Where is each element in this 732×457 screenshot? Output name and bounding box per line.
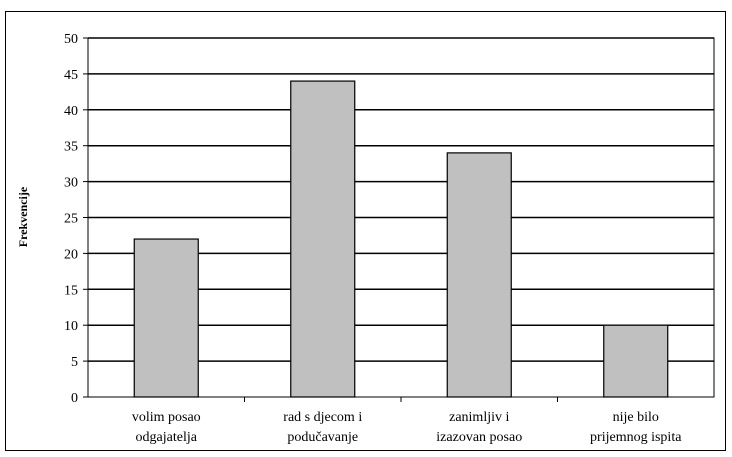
x-category-label: odgajatelja: [136, 430, 198, 445]
x-category-label: izazovan posao: [436, 430, 522, 445]
y-tick-label: 50: [64, 32, 78, 47]
bars: [133, 80, 669, 398]
y-tick-label: 25: [64, 212, 78, 227]
axes: [83, 37, 715, 402]
y-tick-label: 10: [64, 319, 78, 334]
x-category-label: prijemnog ispita: [590, 430, 682, 445]
y-tick-label: 15: [64, 283, 78, 298]
bar: [446, 152, 512, 398]
y-tick-label: 5: [71, 355, 78, 370]
y-tick-label: 45: [64, 68, 78, 83]
x-category-label: podučavanje: [287, 430, 358, 445]
x-category-label: rad s djecom i: [283, 410, 362, 425]
y-tick-label: 30: [64, 176, 78, 191]
y-tick-label: 35: [64, 140, 78, 155]
x-category-label: volim posao: [132, 410, 201, 425]
y-tick-label: 40: [64, 104, 78, 119]
x-category-label: zanimljiv i: [449, 410, 509, 425]
y-tick-labels: 0 5 10 15 20 25 30 35 40 45 50: [64, 32, 78, 406]
bar: [133, 238, 199, 398]
y-axis-label: Frekvencije: [16, 186, 30, 247]
x-category-labels: volim posao odgajatelja rad s djecom i podu…: [132, 410, 682, 445]
y-tick-label: 20: [64, 247, 78, 262]
bar: [603, 324, 669, 398]
bar: [290, 80, 356, 398]
y-tick-label: 0: [71, 391, 78, 406]
x-category-label: nije bilo: [613, 410, 659, 425]
